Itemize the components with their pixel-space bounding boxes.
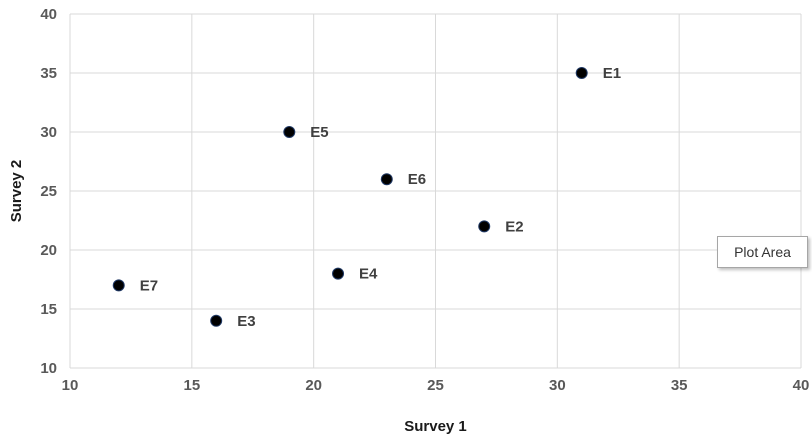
- data-point-e4[interactable]: [332, 267, 345, 280]
- y-tick-label: 15: [40, 301, 57, 318]
- x-tick-label: 40: [793, 377, 810, 394]
- x-axis-title: Survey 1: [404, 418, 467, 435]
- y-tick-label: 40: [40, 6, 57, 23]
- x-tick-label: 20: [305, 377, 322, 394]
- data-label-e3: E3: [237, 313, 255, 330]
- y-tick-label: 10: [40, 360, 57, 377]
- y-tick-label: 20: [40, 242, 57, 259]
- gridlines: [69, 13, 802, 369]
- data-point-e5[interactable]: [283, 126, 296, 138]
- data-points: E1 E2 E3 E4 E5 E6 E7: [112, 65, 621, 330]
- y-axis-title: Survey 2: [8, 160, 25, 223]
- data-label-e4: E4: [359, 266, 378, 283]
- plot-area-tooltip: Plot Area: [717, 236, 808, 268]
- data-label-e6: E6: [408, 171, 426, 188]
- y-axis-ticks: 10 15 20 25 30 35 40: [40, 6, 57, 377]
- data-point-e3[interactable]: [210, 314, 223, 327]
- y-tick-label: 25: [40, 183, 57, 200]
- data-label-e5: E5: [310, 124, 328, 141]
- x-tick-label: 25: [427, 377, 444, 394]
- x-tick-label: 35: [671, 377, 688, 394]
- x-tick-label: 10: [62, 377, 79, 394]
- x-axis-ticks: 10 15 20 25 30 35 40: [62, 377, 810, 394]
- data-point-e1[interactable]: [575, 67, 588, 79]
- y-tick-label: 30: [40, 124, 57, 141]
- x-tick-label: 30: [549, 377, 566, 394]
- data-label-e7: E7: [140, 277, 158, 294]
- data-point-e6[interactable]: [380, 173, 393, 186]
- y-tick-label: 35: [40, 65, 57, 82]
- data-point-e2[interactable]: [478, 220, 491, 233]
- data-point-e7[interactable]: [112, 279, 125, 292]
- data-label-e1: E1: [603, 65, 621, 82]
- x-tick-label: 15: [183, 377, 200, 394]
- data-label-e2: E2: [505, 218, 523, 235]
